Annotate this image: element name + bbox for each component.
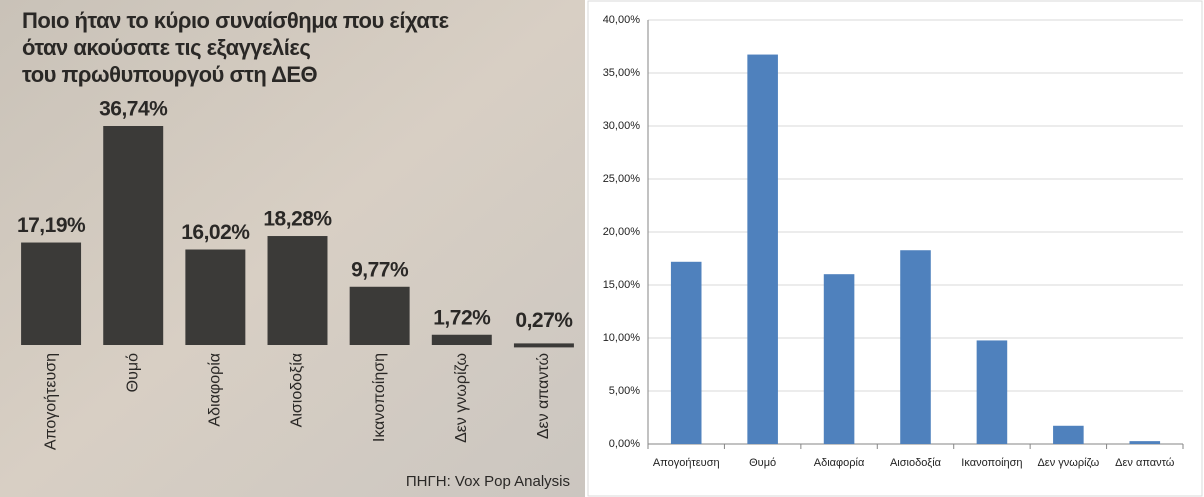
x-tick-label: Θυμό (749, 457, 776, 469)
x-tick-label: Δεν απαντώ (535, 353, 552, 439)
excel-chart: 0,00% 5,00% 10,00% 15,00% 20,00% 25,00% 30,00%… (603, 14, 1184, 469)
bar (1053, 425, 1084, 444)
x-tick-label: Αδιαφορία (207, 353, 224, 427)
y-tick-label: 0,00% (609, 438, 640, 450)
x-tick-label: Δεν απαντώ (1115, 457, 1175, 469)
bar (103, 126, 164, 345)
bar (267, 236, 328, 345)
y-tick-label: 5,00% (609, 385, 640, 397)
y-tick-label: 15,00% (603, 279, 641, 291)
bar (1129, 441, 1161, 444)
bar (21, 242, 82, 345)
bar (349, 286, 410, 345)
x-tick-label: Αισιοδοξία (890, 457, 942, 469)
y-tick-label: 20,00% (603, 226, 641, 238)
value-label: 18,28% (263, 208, 332, 231)
y-tick-label: 30,00% (603, 120, 641, 132)
y-tick-label: 25,00% (603, 173, 641, 185)
bar (670, 261, 702, 444)
bar (747, 54, 778, 444)
source-note: ΠΗΓΗ: Vox Pop Analysis (406, 473, 570, 490)
value-label: 17,19% (17, 214, 86, 237)
bar (976, 340, 1008, 444)
x-tick-label: Ικανοποίηση (961, 457, 1022, 469)
y-tick-label: 10,00% (603, 332, 641, 344)
value-label: 36,74% (99, 98, 168, 121)
value-label: 9,77% (351, 258, 409, 281)
x-tick-label: Ικανοποίηση (371, 353, 388, 442)
chart-title: Ποιο ήταν το κύριο συναίσθημα που είχατε (22, 8, 450, 33)
x-tick-label: Θυμό (124, 353, 141, 392)
value-label: 0,27% (515, 309, 573, 332)
x-tick-label: Απογοήτευση (653, 457, 720, 469)
newspaper-chart: Ποιο ήταν το κύριο συναίσθημα που είχατε… (17, 8, 574, 490)
chart-title: όταν ακούσατε τις εξαγγελίες (22, 35, 310, 60)
bar (513, 343, 574, 348)
x-tick-label: Δεν γνωρίζω (1037, 457, 1099, 469)
bar (185, 249, 246, 345)
y-tick-label: 35,00% (603, 67, 641, 79)
bar (431, 334, 492, 345)
x-tick-label: Απογοήτευση (42, 353, 59, 450)
x-tick-label: Αισιοδοξία (289, 353, 306, 427)
value-label: 16,02% (181, 221, 250, 244)
x-tick-label: Δεν γνωρίζω (453, 353, 470, 443)
x-tick-label: Αδιαφορία (814, 457, 865, 469)
chart-title: του πρωθυπουργού στη ΔΕΘ (22, 62, 318, 87)
bar (823, 274, 855, 444)
value-label: 1,72% (433, 306, 491, 329)
bar (900, 250, 931, 444)
y-tick-label: 40,00% (603, 14, 641, 26)
